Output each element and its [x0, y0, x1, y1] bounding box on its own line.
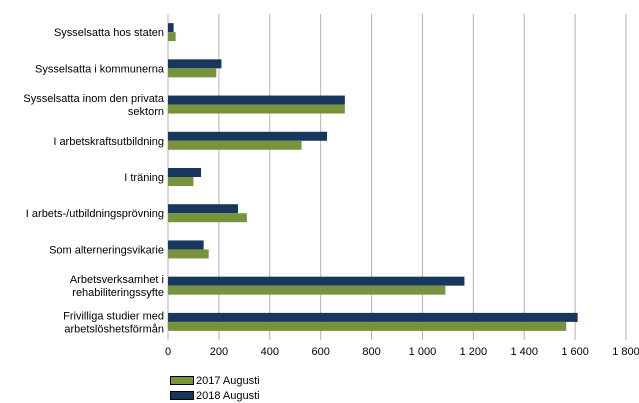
bar-2017: [168, 140, 302, 150]
category-label-line: Sysselsatta inom den privata: [23, 93, 165, 105]
category-label: Sysselsatta inom den privata sektorn: [23, 93, 165, 118]
category-label-line: Sysselsatta hos staten: [54, 27, 164, 39]
bar-2018: [168, 168, 202, 177]
category-label-line: Frivilliga studier med: [63, 310, 164, 322]
category-label-line: Sysselsatta i kommunerna: [35, 63, 165, 75]
bars: [168, 23, 578, 331]
bar-2018: [168, 276, 465, 286]
bar-2017: [168, 104, 345, 114]
x-tick-label: 600: [311, 346, 329, 358]
category-label: I arbets-/utbildningsprövning: [26, 208, 164, 220]
category-label: Sysselsatta hos staten: [54, 27, 164, 39]
x-tick-label: 1 200: [460, 346, 488, 358]
category-label-line: I arbetskraftsutbildning: [53, 136, 164, 148]
bar-2018: [168, 59, 222, 69]
legend-swatch-2018: [170, 391, 194, 400]
bar-2018: [168, 131, 328, 141]
category-label-line: Som alterneringsvikarie: [49, 244, 164, 256]
category-label-line: Arbetsverksamhet i: [70, 274, 164, 286]
category-label-line: I arbets-/utbildningsprövning: [26, 208, 164, 220]
x-tick-label: 1 400: [510, 346, 538, 358]
x-tick-label: 1 800: [612, 346, 639, 358]
legend-label-2017: 2017 Augusti: [196, 374, 260, 387]
category-label: I arbetskraftsutbildning: [53, 136, 164, 148]
x-tick-label: 1 000: [409, 346, 437, 358]
y-axis: Sysselsatta hos staten Sysselsatta i komm…: [23, 27, 165, 335]
category-label: Frivilliga studier med arbetslöshetsförmå…: [63, 310, 164, 335]
x-tick-label: 800: [362, 346, 380, 358]
bar-2017: [168, 68, 217, 78]
legend: 2017 Augusti 2018 Augusti: [170, 373, 260, 403]
legend-label-2018: 2018 Augusti: [196, 389, 260, 402]
category-label: Sysselsatta i kommunerna: [35, 63, 165, 75]
x-tick-label: 1 600: [561, 346, 589, 358]
bar-2018: [168, 240, 204, 250]
category-label-line: rehabiliteringssyfte: [72, 287, 164, 299]
bar-2018: [168, 204, 238, 214]
bar-2018: [168, 23, 174, 33]
x-tick-label: 400: [261, 346, 279, 358]
legend-item-2018: 2018 Augusti: [170, 388, 260, 403]
legend-swatch-2017: [170, 376, 194, 385]
bar-2017: [168, 177, 194, 186]
category-label: I träning: [124, 172, 164, 184]
legend-item-2017: 2017 Augusti: [170, 373, 260, 388]
bar-2017: [168, 213, 247, 223]
category-label-line: sektorn: [128, 106, 164, 118]
bar-2018: [168, 312, 578, 322]
x-tick-label: 200: [210, 346, 228, 358]
category-label-line: I träning: [124, 172, 164, 184]
bar-2017: [168, 32, 176, 42]
category-label: Som alterneringsvikarie: [49, 244, 164, 256]
bar-2017: [168, 285, 446, 295]
x-tick-label: 0: [165, 346, 171, 358]
category-label: Arbetsverksamhet i rehabiliteringssyfte: [70, 274, 164, 299]
bar-2017: [168, 321, 567, 331]
x-axis: 0 200 400 600 800 1 000 1 200 1 400 1 600 1 800: [165, 346, 639, 358]
category-label-line: arbetslöshetsförmån: [64, 323, 164, 335]
bar-2017: [168, 249, 209, 259]
bar-2018: [168, 95, 345, 105]
